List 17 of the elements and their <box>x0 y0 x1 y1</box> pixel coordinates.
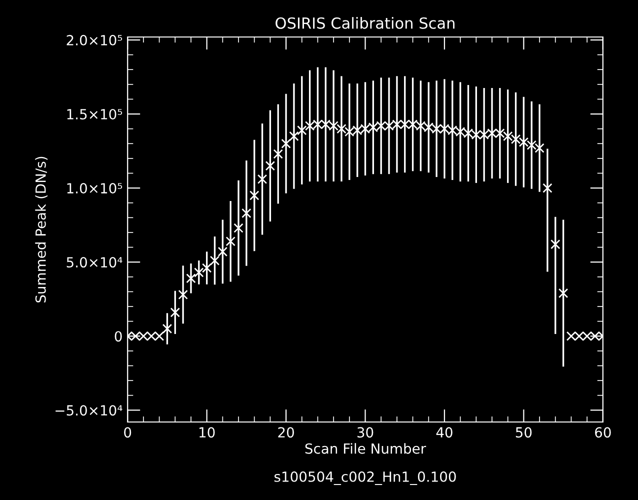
x-tick-label: 20 <box>278 427 294 438</box>
x-axis-title: Scan File Number <box>305 443 426 454</box>
x-tick-label: 50 <box>516 427 532 438</box>
text: s100504_c002_Hn1_0.100 <box>274 471 456 485</box>
chart-title: OSIRIS Calibration Scan <box>276 17 454 29</box>
x-tick-label: 10 <box>200 427 215 438</box>
y-tick-label: −5.0×10⁴ <box>56 405 122 416</box>
x-tick-label: 40 <box>436 427 452 438</box>
x-tick-label: 0 <box>124 427 132 438</box>
y-tick-label: 2.0×10⁵ <box>66 34 122 46</box>
y-axis-title: Summed Peak (DN/s) <box>35 156 48 302</box>
x-tick-label: 60 <box>595 427 611 438</box>
y-tick-label: 1.0×10⁵ <box>67 183 122 194</box>
y-tick-label: 0 <box>114 331 122 342</box>
y-tick-label: 5.0×10⁴ <box>66 257 122 268</box>
y-tick-label: 1.5×10⁵ <box>67 108 122 120</box>
x-tick-label: 30 <box>357 427 374 438</box>
